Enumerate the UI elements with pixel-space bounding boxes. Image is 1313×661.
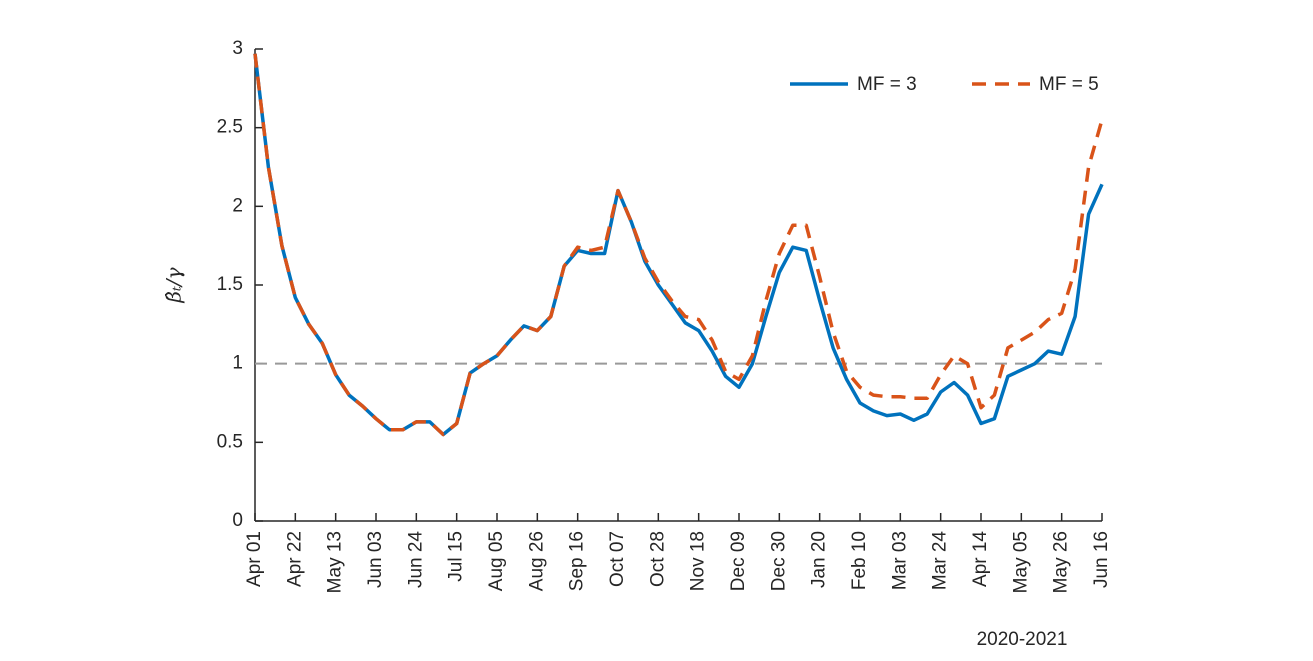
legend-label: MF = 5: [1039, 74, 1099, 95]
legend-label: MF = 3: [857, 74, 917, 95]
x-tick-label: Jun 16: [1091, 531, 1112, 588]
y-tick-label: 3: [232, 38, 243, 59]
data-line: [253, 53, 1104, 437]
y-axis-label: β̂ₜ/γ: [162, 267, 186, 303]
x-tick-label: Oct 28: [647, 531, 668, 587]
y-tick-label: 0: [232, 510, 243, 531]
x-axis-label: 2020-2021: [977, 629, 1068, 650]
x-tick-label: Dec 09: [728, 531, 749, 591]
x-tick-label: Sep 16: [567, 531, 588, 591]
y-tick-label: 1: [232, 353, 243, 374]
x-tick-label: May 26: [1051, 531, 1072, 593]
y-tick-label: 1.5: [217, 274, 243, 295]
x-tick-label: May 05: [1010, 531, 1031, 593]
x-tick-label: Aug 26: [526, 531, 547, 591]
y-tick-label: 2: [232, 195, 243, 216]
x-tick-label: Feb 10: [849, 531, 870, 590]
x-tick-label: Dec 30: [768, 531, 789, 591]
y-tick-label: 0.5: [217, 431, 243, 452]
x-tick-label: Oct 07: [607, 531, 628, 587]
x-tick-label: Jul 15: [446, 531, 467, 582]
x-tick-label: Jan 20: [809, 531, 830, 588]
x-tick-label: Mar 03: [889, 531, 910, 590]
x-tick-label: Jun 03: [365, 531, 386, 588]
x-tick-label: Apr 01: [244, 531, 265, 587]
data-line: [253, 53, 1104, 437]
x-tick-label: Jun 24: [405, 531, 426, 588]
x-tick-label: May 13: [325, 531, 346, 593]
x-tick-label: Apr 14: [970, 531, 991, 587]
x-tick-label: Apr 22: [284, 531, 305, 587]
x-tick-label: Mar 24: [930, 531, 951, 591]
x-tick-label: Aug 05: [486, 531, 507, 591]
y-tick-label: 2.5: [217, 117, 243, 138]
x-tick-label: Nov 18: [688, 531, 709, 591]
